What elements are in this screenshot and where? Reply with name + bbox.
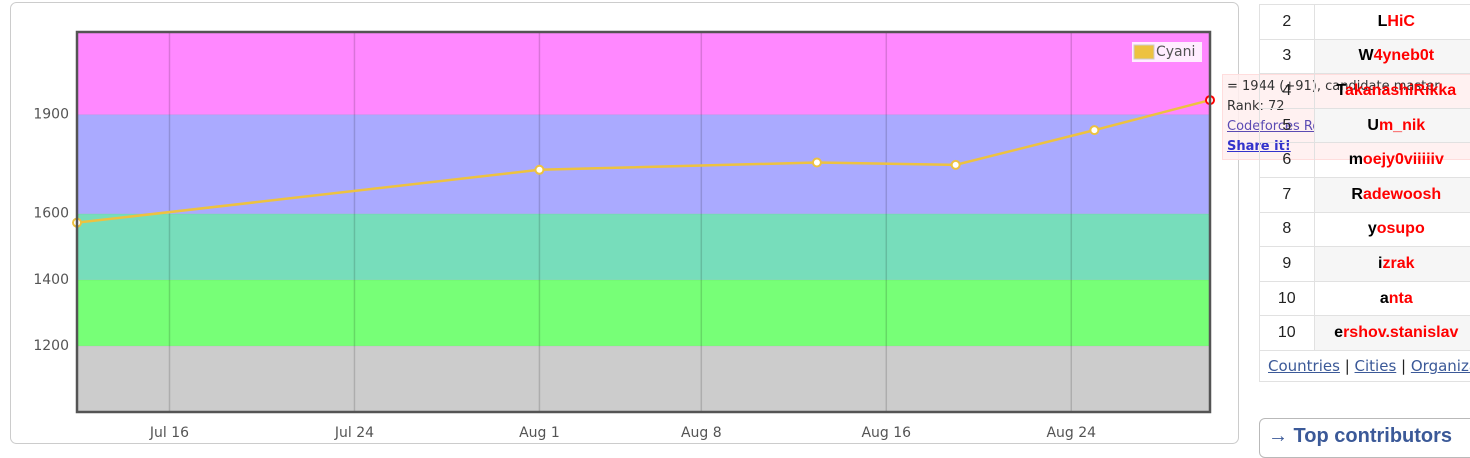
y-tick-label: 1200 [33,338,69,354]
handle[interactable]: Um_nik [1367,117,1425,135]
rating-row: 6 moejy0viiiiiv [1260,143,1470,178]
rank: 3 [1260,39,1315,74]
rating-band [77,115,1210,214]
rank: 2 [1260,5,1315,40]
handle[interactable]: moejy0viiiiiv [1349,151,1444,169]
x-tick-label: Aug 8 [681,425,722,441]
rating-band [77,346,1210,412]
rank: 10 [1260,316,1315,351]
handle[interactable]: LHiC [1378,13,1415,31]
handle[interactable]: TakanashiRikka [1336,82,1456,100]
x-tick-label: Jul 16 [149,425,189,441]
rating-band [77,32,1210,115]
y-tick-label: 1900 [33,107,69,123]
top-contributors-header[interactable]: → Top contributors [1259,418,1470,458]
rank: 9 [1260,247,1315,282]
rating-row: 9 izrak [1260,247,1470,282]
rating-row: 7 Radewoosh [1260,177,1470,212]
rating-point [1090,126,1098,134]
rating-row: 10 ershov.stanislav [1260,316,1470,351]
sidebar-link[interactable]: Countries [1268,357,1340,375]
x-tick-label: Aug 16 [861,425,911,441]
rating-table: 2 LHiC 3 W4yneb0t 4 TakanashiRikka 5 Um_nik 6 moe… [1259,4,1470,351]
rating-row: 2 LHiC [1260,5,1470,40]
plot: Jul 16 Jul 24 Aug 1 Aug 8 Aug 16 Aug 24 1200 14… [33,32,1214,441]
rating-row: 3 W4yneb0t [1260,39,1470,74]
x-tick-label: Aug 24 [1046,425,1096,441]
rank: 6 [1260,143,1315,178]
sidebar-link[interactable]: Cities [1355,357,1397,375]
rating-point [952,161,960,169]
rating-row: 4 TakanashiRikka [1260,74,1470,109]
handle[interactable]: W4yneb0t [1358,47,1434,65]
legend-label: Cyani [1156,44,1195,60]
handle[interactable]: izrak [1378,255,1414,273]
rank: 5 [1260,108,1315,143]
sidebar-link[interactable]: Organizations [1411,357,1470,375]
y-tick-label: 1600 [33,206,69,222]
rank: 7 [1260,177,1315,212]
handle[interactable]: anta [1380,290,1413,308]
rating-row: 8 yosupo [1260,212,1470,247]
rating-row: 10 anta [1260,281,1470,316]
handle[interactable]: yosupo [1368,220,1425,238]
rating-band [77,280,1210,346]
rank: 10 [1260,281,1315,316]
rank: 4 [1260,74,1315,109]
rating-chart: Jul 16 Jul 24 Aug 1 Aug 8 Aug 16 Aug 24 1200 14… [0,0,1245,455]
rating-point [813,159,821,167]
rating-row: 5 Um_nik [1260,108,1470,143]
handle[interactable]: ershov.stanislav [1334,324,1458,342]
y-tick-label: 1400 [33,272,69,288]
rating-band [77,214,1210,280]
sidebar-links: Countries | Cities | Organizations [1259,351,1470,382]
x-tick-label: Aug 1 [519,425,560,441]
rating-point [535,166,543,174]
rank: 8 [1260,212,1315,247]
handle[interactable]: Radewoosh [1351,186,1441,204]
sidebar: 2 LHiC 3 W4yneb0t 4 TakanashiRikka 5 Um_nik 6 moe… [1259,4,1470,382]
legend-swatch [1134,45,1154,59]
x-tick-label: Jul 24 [334,425,374,441]
